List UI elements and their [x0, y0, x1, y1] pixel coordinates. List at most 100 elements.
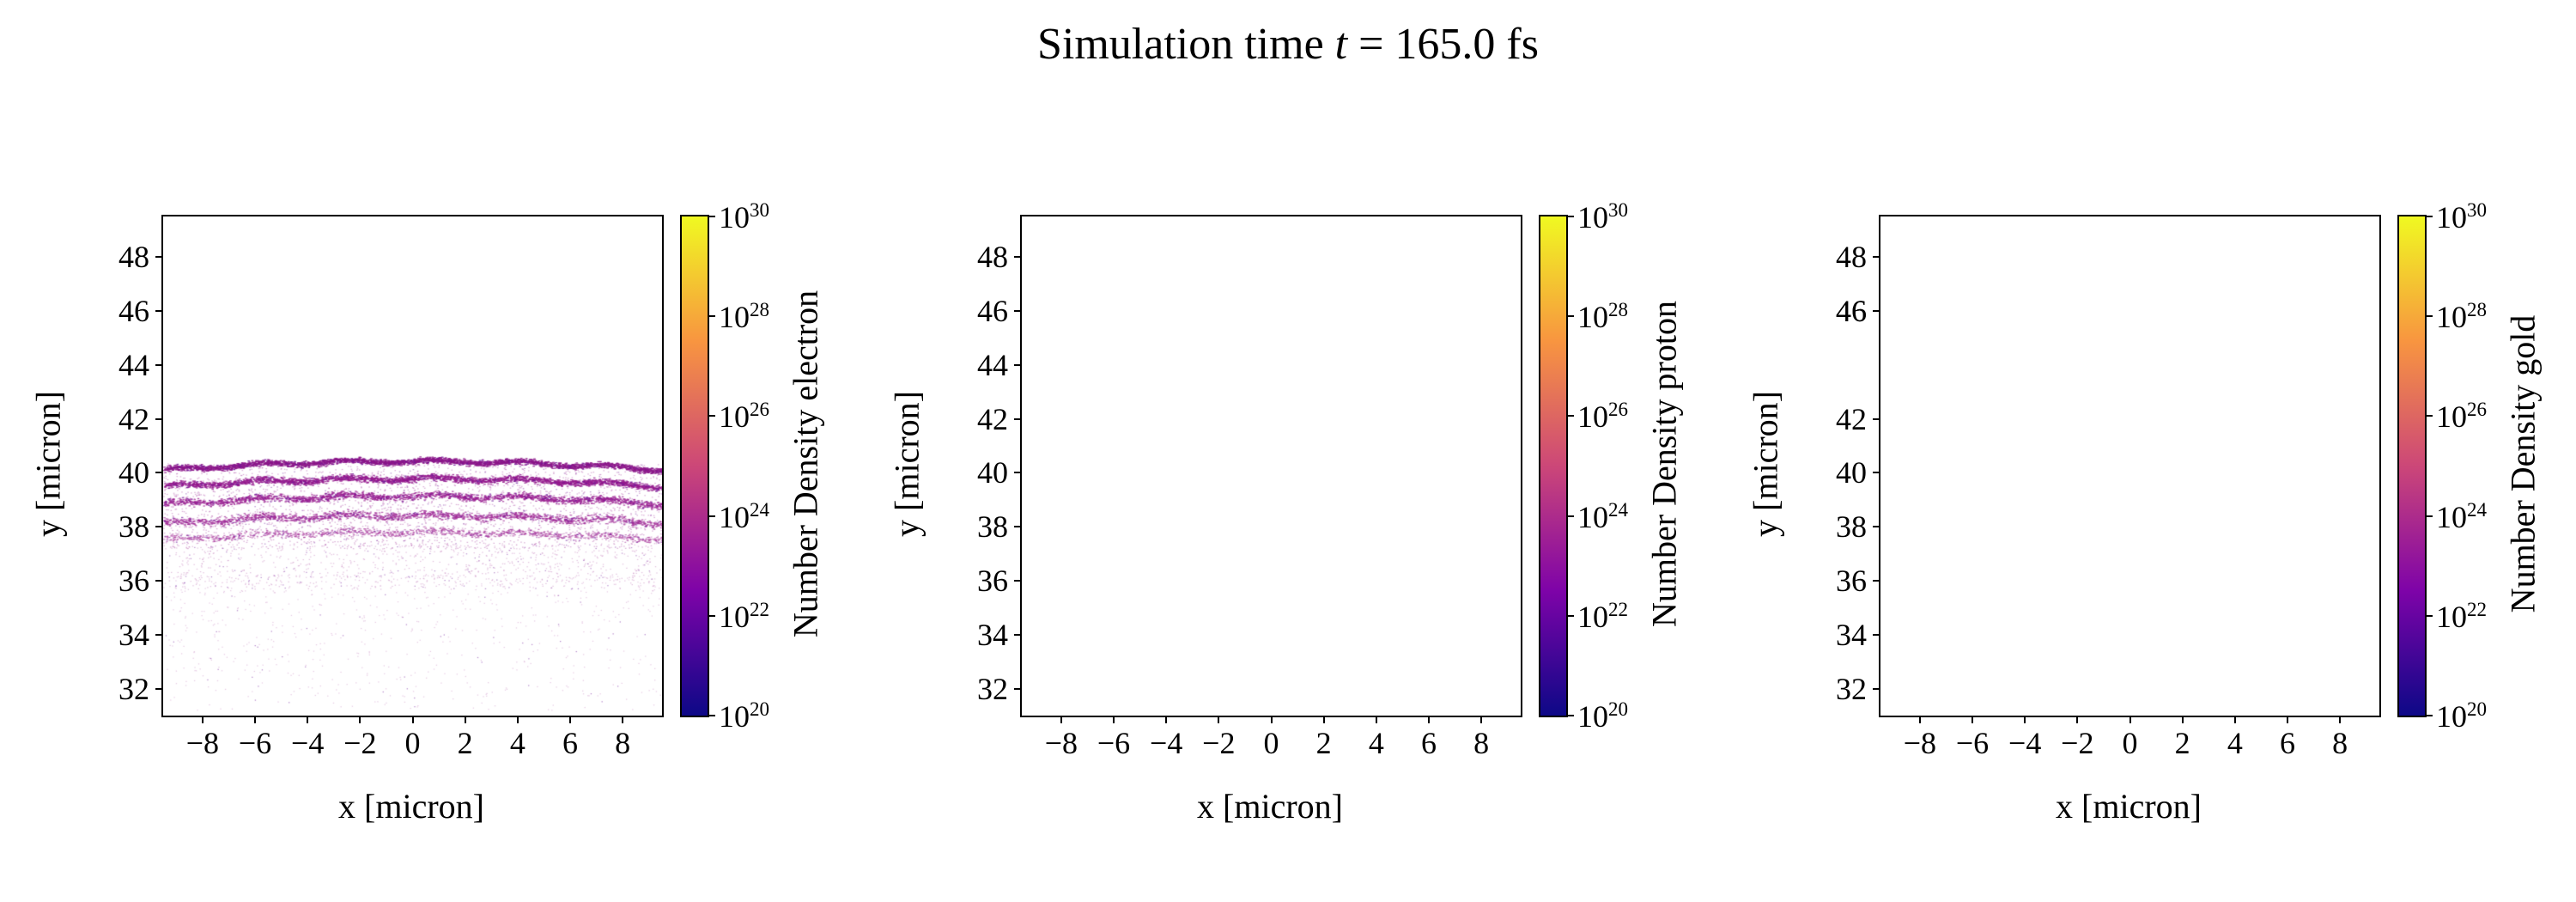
title-variable: t [1334, 20, 1348, 69]
y-tick-mark [1014, 256, 1022, 259]
colorbar-tick-mark [1566, 315, 1574, 318]
y-tick-label: 48 [118, 240, 149, 275]
y-tick-label: 48 [1836, 240, 1867, 275]
x-tick-label: 6 [562, 726, 578, 760]
title-prefix: Simulation time [1036, 20, 1335, 69]
colorbar-tick-mark [2425, 315, 2433, 318]
colorbar-tick-mark [2425, 216, 2433, 217]
y-tick-label: 36 [118, 563, 149, 598]
title-suffix: = 165.0 fs [1347, 20, 1539, 69]
colorbar-tick-mark [1566, 715, 1574, 716]
x-tick-label: −6 [238, 726, 272, 760]
y-tick-mark [1014, 472, 1022, 474]
x-tick-label: 0 [404, 726, 421, 760]
colorbar-tick-label: 1022 [2436, 597, 2488, 634]
y-tick-label: 32 [118, 671, 149, 706]
y-axis-label: y [micron] [1746, 391, 1785, 537]
y-tick-label: 44 [977, 347, 1008, 382]
colorbar-tick-mark [708, 415, 715, 417]
y-tick-label: 32 [977, 671, 1008, 706]
y-tick-label: 38 [977, 509, 1008, 545]
x-axis-label: x [micron] [1197, 787, 1343, 826]
y-tick-mark [155, 417, 163, 420]
x-tick-label: −2 [1202, 726, 1236, 760]
colorbar-tick-label: 1020 [719, 698, 770, 734]
x-tick-label: 4 [1368, 726, 1384, 760]
y-tick-label: 38 [1836, 509, 1867, 545]
y-tick-label: 46 [1836, 293, 1867, 328]
colorbar-tick-mark [1566, 515, 1574, 517]
colorbar-tick-label: 1030 [719, 198, 770, 235]
x-tick-mark [2076, 716, 2079, 723]
y-tick-mark [1873, 526, 1880, 528]
panel-electron: y [micron] −8 −6 −4 −2 0 2 4 6 8 32 34 36 38 40 42 44 46… [0, 0, 859, 902]
colorbar-electron: 1020 1022 1024 1026 1028 1030 [680, 199, 769, 732]
x-tick-label: 8 [1473, 726, 1490, 760]
y-tick-label: 42 [1836, 401, 1867, 436]
y-tick-mark [1014, 633, 1022, 636]
y-tick-mark [155, 363, 163, 366]
plot-area-electron: −8 −6 −4 −2 0 2 4 6 8 32 34 36 38 40 42 44 46 48 [118, 215, 664, 759]
x-tick-mark [254, 716, 257, 723]
colorbar-tick-mark [708, 216, 715, 217]
y-tick-mark [1873, 633, 1880, 636]
x-tick-mark [1918, 716, 1921, 723]
x-axis-label: x [micron] [338, 787, 484, 826]
density-scatter-canvas [163, 216, 662, 716]
x-tick-label: 4 [509, 726, 526, 760]
x-tick-mark [622, 716, 624, 723]
y-tick-label: 36 [1836, 563, 1867, 598]
colorbar-tick-label: 1024 [2436, 497, 2488, 534]
plot-area-proton: −8 −6 −4 −2 0 2 4 6 8 32 34 36 38 40 42 44 46 48 [977, 215, 1522, 759]
colorbar-tick-mark [1566, 614, 1574, 617]
x-tick-mark [1218, 716, 1220, 723]
y-tick-mark [1873, 417, 1880, 420]
x-tick-mark [307, 716, 309, 723]
x-tick-mark [2129, 716, 2131, 723]
y-tick-mark [155, 579, 163, 582]
x-tick-label: 8 [2332, 726, 2348, 760]
colorbar-tick-label: 1030 [1577, 198, 1629, 235]
y-axis-label: y [micron] [887, 391, 927, 537]
colorbar-label: Number Density electron [786, 289, 825, 638]
x-tick-mark [1165, 716, 1168, 723]
y-tick-mark [1014, 687, 1022, 690]
colorbar-tick-label: 1024 [719, 497, 770, 534]
x-tick-label: 6 [2279, 726, 2295, 760]
y-tick-label: 46 [977, 293, 1008, 328]
colorbar-tick-mark [2425, 415, 2433, 417]
y-tick-mark [155, 687, 163, 690]
y-tick-label: 42 [977, 401, 1008, 436]
colorbar-gold: 1020 1022 1024 1026 1028 1030 [2397, 199, 2487, 732]
colorbar-tick-label: 1028 [2436, 298, 2488, 335]
x-axis-label: x [micron] [2056, 787, 2202, 826]
x-tick-label: 0 [1263, 726, 1279, 760]
x-tick-mark [1322, 716, 1325, 723]
x-tick-mark [1113, 716, 1115, 723]
y-tick-label: 34 [1836, 617, 1867, 652]
colorbar-tick-label: 1028 [1577, 298, 1629, 335]
colorbar-tick-label: 1024 [1577, 497, 1629, 534]
colorbar-tick-label: 1030 [2436, 198, 2488, 235]
x-tick-label: −8 [1044, 726, 1078, 760]
x-tick-label: 2 [2174, 726, 2190, 760]
x-tick-label: 4 [2227, 726, 2243, 760]
y-tick-mark [1873, 472, 1880, 474]
y-tick-mark [155, 526, 163, 528]
colorbar-tick-label: 1028 [719, 298, 770, 335]
x-tick-mark [1427, 716, 1430, 723]
colorbar-tick-mark [1566, 415, 1574, 417]
y-tick-label: 40 [118, 455, 149, 491]
colorbar-proton: 1020 1022 1024 1026 1028 1030 [1539, 199, 1628, 732]
x-tick-mark [1480, 716, 1483, 723]
x-tick-mark [1971, 716, 1974, 723]
y-tick-label: 40 [977, 455, 1008, 491]
y-tick-mark [1014, 309, 1022, 312]
colorbar-tick-mark [708, 515, 715, 517]
colorbar-tick-mark [2425, 715, 2433, 716]
x-tick-label: 2 [457, 726, 473, 760]
colorbar-tick-mark [2425, 515, 2433, 517]
plot-area-gold: −8 −6 −4 −2 0 2 4 6 8 32 34 36 38 40 42 46 46 48 [1836, 215, 2381, 759]
y-tick-mark [1873, 687, 1880, 690]
